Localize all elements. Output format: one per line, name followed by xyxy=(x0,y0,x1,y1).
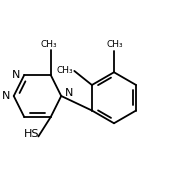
Text: N: N xyxy=(12,70,21,80)
Text: N: N xyxy=(2,91,10,101)
Text: CH₃: CH₃ xyxy=(107,41,123,50)
Text: CH₃: CH₃ xyxy=(41,40,57,49)
Text: CH₃: CH₃ xyxy=(56,65,73,74)
Text: HS: HS xyxy=(23,129,39,139)
Text: N: N xyxy=(65,88,73,98)
